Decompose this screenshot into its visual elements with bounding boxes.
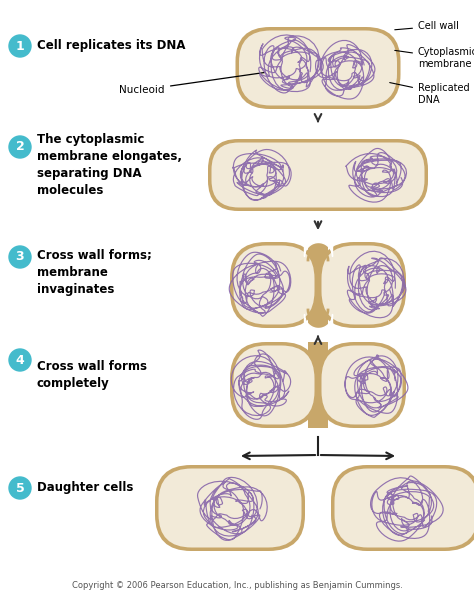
- Text: Cross wall forms;
membrane
invaginates: Cross wall forms; membrane invaginates: [37, 249, 152, 297]
- Text: 4: 4: [16, 353, 24, 367]
- FancyBboxPatch shape: [230, 242, 318, 328]
- Text: Copyright © 2006 Pearson Education, Inc., publishing as Benjamin Cummings.: Copyright © 2006 Pearson Education, Inc.…: [72, 581, 402, 590]
- FancyBboxPatch shape: [321, 346, 402, 425]
- Text: The cytoplasmic
membrane elongates,
separating DNA
molecules: The cytoplasmic membrane elongates, sepa…: [37, 133, 182, 197]
- FancyBboxPatch shape: [331, 465, 474, 551]
- Text: Cell replicates its DNA: Cell replicates its DNA: [37, 39, 185, 53]
- FancyBboxPatch shape: [234, 246, 315, 325]
- FancyBboxPatch shape: [318, 342, 406, 428]
- FancyBboxPatch shape: [158, 468, 301, 548]
- Circle shape: [9, 136, 31, 158]
- Bar: [308, 342, 328, 428]
- Text: 2: 2: [16, 141, 24, 154]
- FancyBboxPatch shape: [230, 342, 318, 428]
- Text: 1: 1: [16, 39, 24, 53]
- Circle shape: [9, 349, 31, 371]
- FancyBboxPatch shape: [236, 27, 401, 109]
- Text: 3: 3: [16, 251, 24, 264]
- FancyBboxPatch shape: [321, 246, 402, 325]
- Text: Cytoplasmic
membrane: Cytoplasmic membrane: [395, 47, 474, 69]
- FancyBboxPatch shape: [155, 465, 305, 551]
- FancyBboxPatch shape: [318, 242, 406, 328]
- FancyBboxPatch shape: [335, 468, 474, 548]
- FancyBboxPatch shape: [239, 30, 397, 105]
- FancyBboxPatch shape: [211, 142, 425, 208]
- Text: Cell wall: Cell wall: [395, 21, 459, 31]
- Circle shape: [9, 246, 31, 268]
- Text: Cross wall forms
completely: Cross wall forms completely: [37, 360, 147, 390]
- FancyBboxPatch shape: [234, 346, 315, 425]
- Circle shape: [9, 477, 31, 499]
- FancyBboxPatch shape: [208, 139, 428, 211]
- Text: Daughter cells: Daughter cells: [37, 481, 133, 495]
- Circle shape: [9, 35, 31, 57]
- Text: Replicated
DNA: Replicated DNA: [390, 83, 470, 105]
- Text: 5: 5: [16, 481, 24, 495]
- Text: Nucleoid: Nucleoid: [119, 72, 265, 95]
- Bar: [308, 242, 328, 328]
